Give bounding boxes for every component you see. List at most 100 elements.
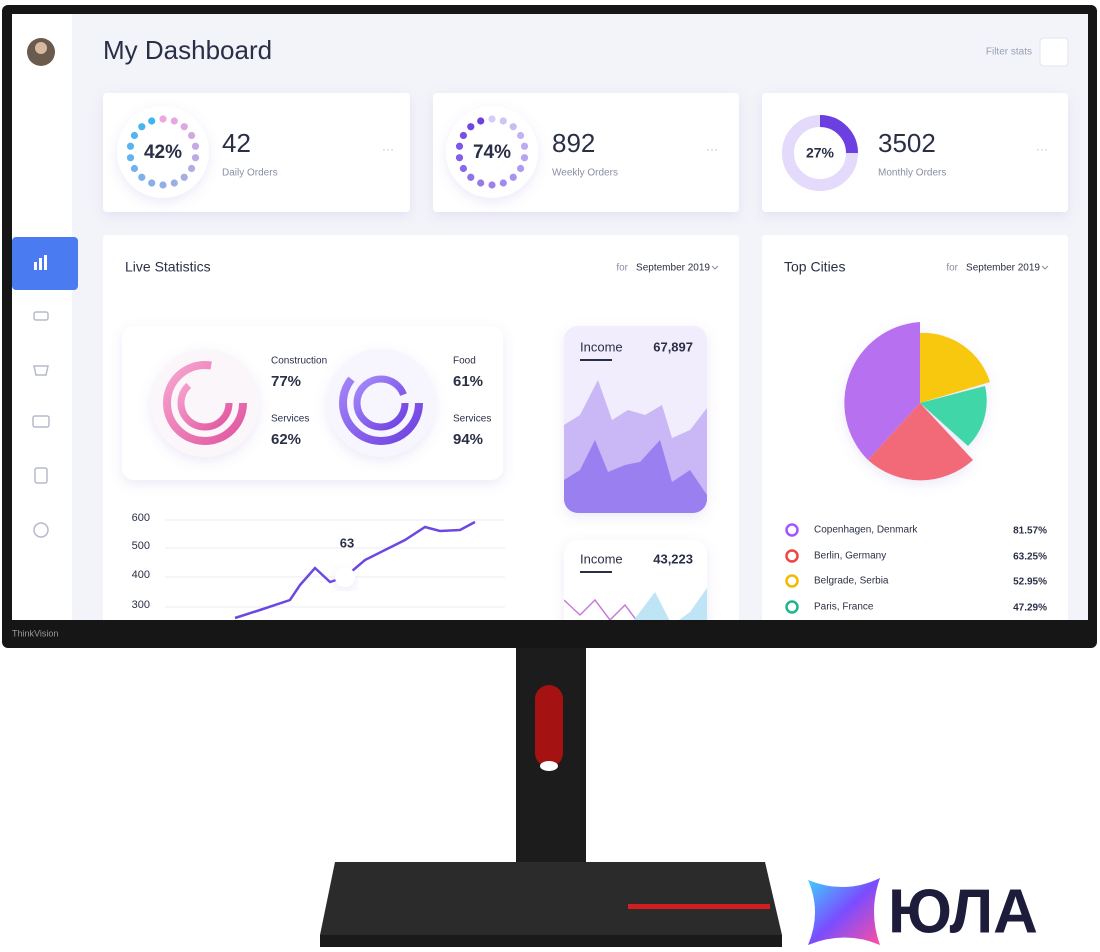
stat-card: 27% 3502 Monthly Orders ··· (762, 93, 1068, 212)
progress-dot (126, 154, 135, 162)
income-area (564, 440, 707, 513)
city-value: 52.95% (1013, 577, 1047, 588)
income-card: Income 43,223 (564, 540, 707, 620)
progress-dot (499, 117, 507, 125)
period-select[interactable]: September 2019 (636, 263, 710, 274)
ring-label: Services (271, 414, 309, 425)
progress-dot (159, 115, 167, 123)
legend-marker (785, 574, 799, 588)
stat-label: Monthly Orders (878, 168, 946, 179)
page-title: My Dashboard (103, 35, 272, 65)
logo-text: ЮЛА (888, 877, 1038, 946)
ring-label: Construction (271, 356, 327, 367)
filter-label[interactable]: Filter stats (986, 47, 1032, 58)
stat-label: Weekly Orders (552, 168, 618, 179)
nav-item[interactable] (33, 311, 49, 321)
ring-value: 94% (453, 431, 483, 448)
stat-card: 42% 42 Daily Orders ··· (103, 93, 410, 212)
stat-card: 74% 892 Weekly Orders ··· (433, 93, 739, 212)
group (564, 588, 707, 620)
sidebar (12, 14, 72, 620)
nav-item[interactable] (34, 467, 48, 484)
point-annotation: 63 (340, 535, 354, 550)
progress-dot (148, 179, 156, 187)
stat-value: 42 (222, 128, 251, 158)
cable-hole (535, 685, 563, 767)
income-card: Income 67,897 (564, 326, 707, 513)
progress-dot (477, 117, 485, 125)
city-name: Paris, France (814, 602, 874, 613)
ring-value: 62% (271, 431, 301, 448)
progress-dot (138, 123, 146, 131)
nav-item[interactable] (32, 415, 50, 428)
legend-marker (785, 600, 799, 614)
period-select[interactable]: September 2019 (966, 263, 1040, 274)
progress-dot (455, 154, 464, 162)
nav-stats-icon (34, 255, 47, 270)
avatar-face (35, 42, 47, 54)
period-prefix: for (946, 263, 958, 274)
nav-icons (32, 311, 50, 538)
city-value: 63.25% (1013, 552, 1047, 563)
progress-dot (187, 164, 196, 173)
progress-dot (187, 131, 196, 140)
progress-dot (459, 131, 468, 140)
donut-arc (819, 115, 858, 154)
dot-ring (126, 115, 200, 189)
progress-dot (509, 123, 517, 131)
filter-button[interactable] (1039, 37, 1069, 67)
progress-dot (130, 164, 139, 173)
income-label: Income (580, 339, 623, 354)
stat-value: 3502 (878, 128, 936, 158)
progress-dot (455, 142, 464, 150)
card-menu[interactable]: ··· (382, 142, 394, 156)
progress-dot (170, 179, 178, 187)
group (564, 380, 707, 513)
panel-title: Live Statistics (125, 259, 211, 275)
progress-dot (170, 117, 178, 125)
card-menu[interactable]: ··· (1036, 142, 1048, 156)
ring-inner (177, 375, 233, 431)
stat-label: Daily Orders (222, 168, 278, 179)
ring-outer (339, 361, 423, 445)
city-value: 81.57% (1013, 526, 1047, 537)
progress-dot (148, 117, 156, 125)
y-tick-label: 500 (132, 540, 150, 552)
pie-slice (920, 386, 987, 446)
progress-dot (516, 131, 525, 140)
stand-base (320, 862, 782, 935)
progress-dot (467, 173, 475, 181)
city-legend: Copenhagen, Denmark 81.57% Berlin, Germa… (785, 523, 1047, 614)
pie-slice (868, 403, 973, 481)
stat-value: 892 (552, 128, 595, 158)
city-name: Berlin, Germany (814, 551, 886, 562)
progress-dot (499, 179, 507, 187)
nav-item[interactable] (33, 365, 49, 376)
income-line (564, 598, 641, 620)
screen: My Dashboard Filter stats 42% 42 Daily O… (12, 14, 1088, 620)
city-name: Belgrade, Serbia (814, 576, 889, 587)
progress-dot (138, 173, 146, 181)
city-name: Copenhagen, Denmark (814, 525, 918, 536)
card-menu[interactable]: ··· (706, 142, 718, 156)
progress-dot (159, 181, 167, 189)
progress-dot (520, 154, 529, 162)
period-prefix: for (616, 263, 628, 274)
panel-title: Top Cities (784, 259, 845, 275)
legend-marker (785, 549, 799, 563)
ring-label: Services (453, 414, 491, 425)
hover-point[interactable] (335, 567, 355, 587)
nav-item[interactable] (33, 522, 49, 538)
stand-accent (628, 904, 770, 909)
income-label: Income (580, 551, 623, 566)
progress-dot (477, 179, 485, 187)
progress-dot (467, 123, 475, 131)
dot-ring (455, 115, 529, 189)
income-value: 67,897 (653, 339, 693, 354)
pie-slice (844, 322, 920, 460)
progress-dot (516, 164, 525, 173)
stat-percent: 27% (806, 145, 835, 161)
progress-dot (180, 173, 188, 181)
stat-percent: 42% (144, 142, 182, 163)
